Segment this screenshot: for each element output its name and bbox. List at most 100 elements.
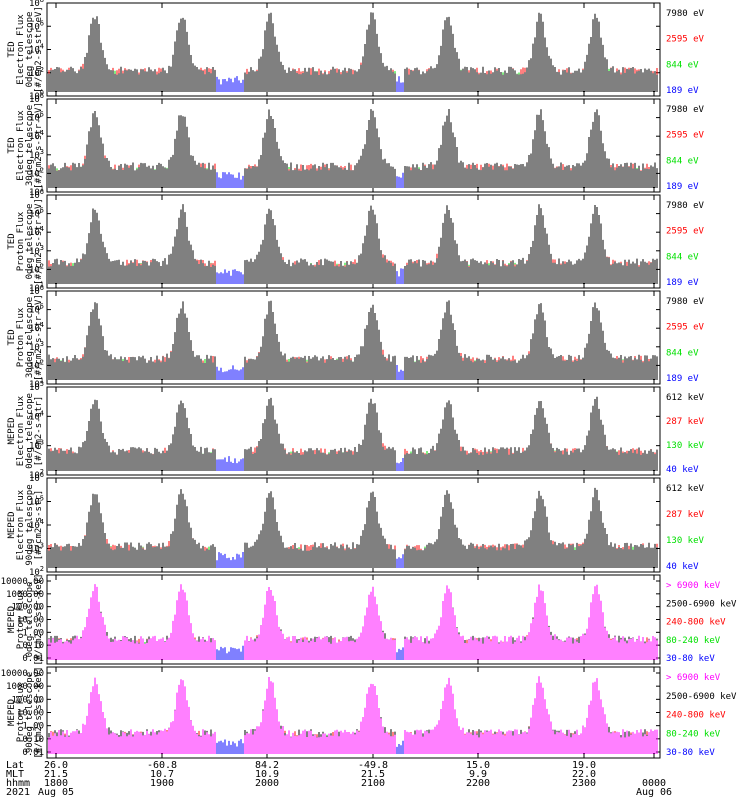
y-axis-label: MEPEDProton Flux90deg telescope[#/cm2-s-… — [7, 666, 44, 758]
y-axis-label-line: 90deg telescope — [25, 484, 35, 565]
y-tick-label-base: 10 — [29, 46, 40, 56]
y-tick-label: 106 — [29, 284, 44, 297]
x-tick-label-lat: -49.8 — [358, 760, 388, 771]
y-tick-label-exp: 5 — [40, 303, 44, 311]
y-tick-label: 102 — [29, 358, 44, 371]
y-tick-label-base: 10 — [29, 498, 40, 508]
legend-entry: 2595 eV — [666, 227, 705, 237]
legend-entry: 7980 eV — [666, 9, 705, 19]
x-tick-label-hhmm: 1900 — [150, 778, 174, 789]
y-tick-label: 104 — [29, 409, 44, 422]
legend-entry: 612 keV — [666, 393, 705, 403]
legend-entry: 2595 eV — [666, 35, 705, 45]
legend-entry: 30-80 keV — [666, 748, 715, 758]
y-axis-label-line: Electron Flux — [16, 489, 26, 560]
panel-2: TEDElectron Flux30deg telescope[#/cm2-s-… — [7, 92, 705, 198]
y-tick-label: 103 — [29, 340, 44, 353]
y-tick-label: 1000.00 — [6, 590, 44, 600]
y-axis-label-line: [#/cm2-s-str-keV] — [34, 573, 44, 665]
x-tick-label-mlt: 9.9 — [469, 769, 487, 780]
y-tick-label: 0.10 — [22, 735, 44, 745]
y-axis-label-line: 30deg telescope — [25, 297, 35, 378]
y-axis-label: TEDProton Flux30deg telescope[#/cm2-s-st… — [7, 294, 44, 381]
y-tick-label: 103 — [29, 148, 44, 161]
y-axis-label-line: MEPED — [7, 511, 17, 538]
y-tick-label-exp: 4 — [40, 43, 44, 51]
legend-entry: 40 keV — [666, 562, 699, 572]
y-tick-label-exp: 5 — [40, 111, 44, 119]
panel-8: MEPEDProton Flux90deg telescope[#/cm2-s-… — [1, 666, 737, 758]
legend-entry: 844 eV — [666, 60, 699, 70]
legend-entry: 189 eV — [666, 374, 699, 384]
legend-entry: 612 keV — [666, 484, 705, 494]
y-axis-label-line: Proton Flux — [16, 211, 26, 271]
y-axis-label-line: [#/cm2-s-str-eV] — [34, 198, 44, 285]
y-axis-label: MEPEDElectron Flux90deg telescope[#/cm2-… — [7, 484, 44, 565]
x-tick-label-lat: 19.0 — [572, 760, 596, 771]
y-axis-label-line: Electron Flux — [16, 14, 26, 85]
y-tick-label: 101 — [29, 377, 44, 390]
y-axis-label-line: [#/cm2-s-str-keV] — [34, 666, 44, 758]
y-tick-label-base: 10 — [29, 474, 40, 484]
y-axis-label-line: Electron Flux — [16, 395, 26, 466]
y-tick-label-exp: 4 — [40, 129, 44, 137]
y-axis-label-line: Proton Flux — [16, 682, 26, 742]
y-tick-label-base: 10 — [29, 568, 40, 578]
y-axis-label: MEPEDElectron Flux0deg telescope[#/cm2-s… — [7, 393, 44, 469]
y-tick-label: 103 — [29, 244, 44, 257]
x-tick-label-mlt: 10.7 — [150, 769, 174, 780]
legend-entry: 844 eV — [666, 156, 699, 166]
panel-3: TEDProton Flux0deg telescope[#/cm2-s-str… — [7, 188, 705, 294]
y-axis-label: TEDProton Flux0deg telescope[#/cm2-s-str… — [7, 198, 44, 285]
y-tick-label: 105 — [29, 111, 44, 124]
legend-entry: 240-800 keV — [666, 618, 726, 628]
y-tick-label-exp: 2 — [40, 262, 44, 270]
y-tick-label: 105 — [29, 380, 44, 393]
y-tick-label-exp: 5 — [40, 495, 44, 503]
y-tick-label: 104 — [29, 518, 44, 531]
legend-entry: 240-800 keV — [666, 711, 726, 721]
legend-entry: 2500-6900 keV — [666, 599, 737, 609]
legend-entry: 189 eV — [666, 182, 699, 192]
y-tick-label-exp: 6 — [40, 92, 44, 100]
x-tick-label-mlt: 10.9 — [255, 769, 279, 780]
y-axis-label: MEPEDProton Flux0deg telescope[#/cm2-s-s… — [7, 573, 44, 665]
x-tick-label-lat: -60.8 — [147, 760, 177, 771]
y-tick-label: 108 — [29, 0, 44, 9]
panel-5: MEPEDElectron Flux0deg telescope[#/cm2-s… — [7, 380, 705, 481]
y-tick-label-exp: 1 — [40, 377, 44, 385]
legend-entry: 2595 eV — [666, 131, 705, 141]
y-tick-label: 10000.00 — [1, 577, 44, 587]
y-tick-label: 1.00 — [22, 722, 44, 732]
y-tick-label-base: 10 — [29, 521, 40, 531]
y-tick-label-exp: 3 — [40, 439, 44, 447]
legend-entry: 844 eV — [666, 252, 699, 262]
series-trace-612-keV — [48, 396, 658, 471]
panel-4: TEDProton Flux30deg telescope[#/cm2-s-st… — [7, 284, 705, 390]
plot-frame — [46, 386, 661, 476]
y-tick-label-base: 10 — [29, 545, 40, 555]
x-tick-label-lat: 84.2 — [255, 760, 279, 771]
y-tick-label-base: 10 — [29, 287, 40, 297]
y-tick-label: 1000.00 — [6, 682, 44, 692]
y-tick-label: 104 — [29, 129, 44, 142]
y-axis-label-line: [#/cm2-s-str] — [34, 396, 44, 466]
y-tick-label: 105 — [29, 303, 44, 316]
legend-entry: 7980 eV — [666, 105, 705, 115]
x-tick-label-mlt: 22.0 — [572, 769, 596, 780]
y-tick-label: 102 — [29, 468, 44, 481]
y-tick-label-exp: 3 — [40, 148, 44, 156]
y-axis-label-line: 0deg telescope — [25, 204, 35, 280]
x-tick-label-hhmm: 1800 — [44, 778, 68, 789]
legend-entry: 7980 eV — [666, 201, 705, 211]
y-tick-label-base: 10 — [29, 412, 40, 422]
y-tick-label: 102 — [29, 166, 44, 179]
y-tick-label-base: 10 — [29, 343, 40, 353]
y-tick-label: 101 — [29, 281, 44, 294]
y-tick-label-base: 10 — [29, 169, 40, 179]
panel-1: TEDElectron Flux0deg telescope[#/cm2-s-s… — [7, 0, 705, 102]
y-tick-label-base: 10 — [29, 442, 40, 452]
y-tick-label-base: 10 — [29, 284, 40, 294]
series-trace--6900-keV — [48, 676, 658, 754]
legend-entry: 287 keV — [666, 417, 705, 427]
